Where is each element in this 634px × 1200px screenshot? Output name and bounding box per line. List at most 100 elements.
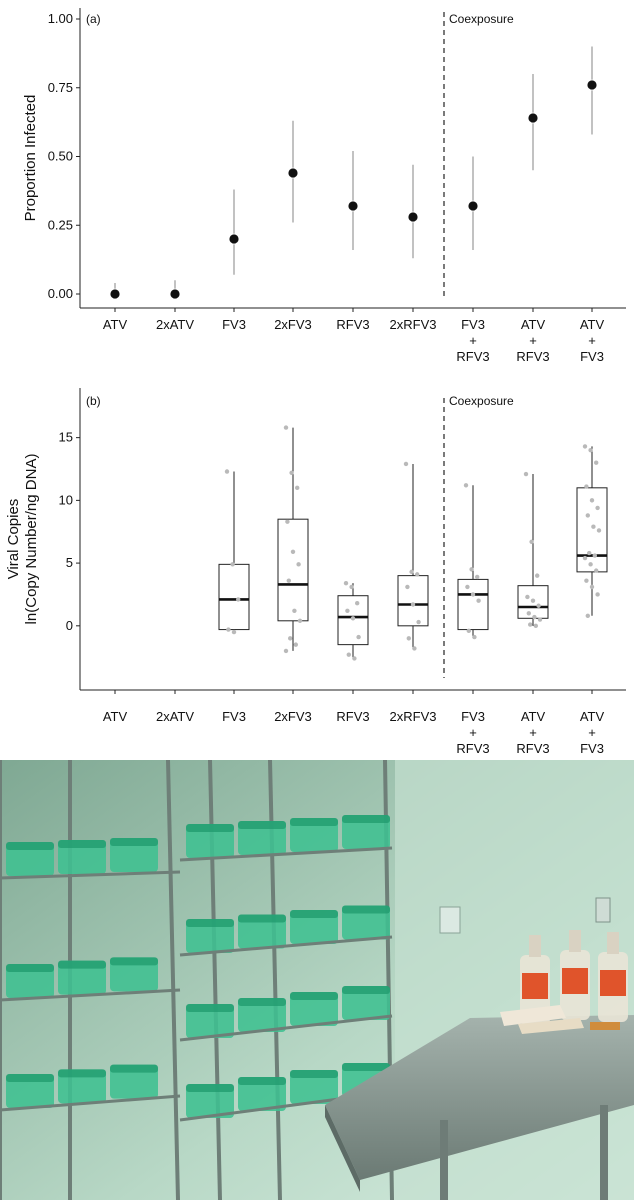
panel-b-x-tick-label: + bbox=[588, 725, 596, 740]
panel-a-estimate-point bbox=[407, 211, 419, 223]
panel-a-estimate-point bbox=[467, 200, 479, 212]
photo-container bbox=[6, 964, 54, 998]
photo-container-lid bbox=[290, 992, 338, 1000]
photo-container bbox=[238, 1077, 286, 1111]
panel-a-y-tick-label: 0.75 bbox=[48, 80, 73, 95]
panel-b-data-point bbox=[355, 601, 360, 606]
photo-steel-table bbox=[325, 1015, 634, 1200]
panel-b-data-point bbox=[293, 642, 298, 647]
panel-b-data-point bbox=[415, 572, 420, 577]
photo-papers bbox=[500, 1005, 620, 1034]
panel-b-x-tick-label: RFV3 bbox=[336, 709, 369, 724]
panel-b-label: (b) bbox=[86, 394, 101, 408]
panel-b-x-tick-label: + bbox=[529, 725, 537, 740]
panel-b-x-tick-label: 2xATV bbox=[156, 709, 194, 724]
panel-b-box bbox=[576, 487, 608, 573]
panel-b-data-point bbox=[297, 618, 303, 623]
panel-b-data-point bbox=[587, 550, 592, 556]
photo-container-lid bbox=[6, 842, 54, 850]
photo-container bbox=[342, 815, 390, 849]
photo-bottle-nozzle bbox=[569, 930, 581, 952]
panel-a-x-tick-label: FV3 bbox=[222, 317, 246, 332]
panel-b-data-point bbox=[582, 555, 588, 561]
panel-b-data-point bbox=[345, 608, 350, 613]
panel-b-data-point bbox=[343, 580, 349, 586]
panel-b-data-point bbox=[530, 598, 536, 603]
photo-bottle-label bbox=[562, 968, 588, 994]
panel-b-data-point bbox=[525, 594, 530, 600]
photo-rack-shelf bbox=[179, 1014, 393, 1042]
photo-container-lid bbox=[342, 815, 390, 823]
panel-b-x-tick-label: RFV3 bbox=[516, 741, 549, 756]
panel-b-data-point bbox=[592, 553, 597, 558]
photo-container-lid bbox=[186, 824, 234, 832]
photo-container-lid bbox=[58, 840, 106, 848]
panel-a-y-tick-label: 0.50 bbox=[48, 149, 73, 164]
panel-b-data-point bbox=[352, 656, 357, 661]
panel-a-y-axis-title: Proportion Infected bbox=[22, 95, 39, 222]
photo-container-lid bbox=[186, 1004, 234, 1012]
photo-container bbox=[58, 1069, 106, 1104]
photo-container-lid bbox=[238, 998, 286, 1006]
panel-a-estimate-point bbox=[169, 288, 181, 300]
photo-container bbox=[110, 957, 158, 992]
panel-b-data-point bbox=[350, 616, 356, 621]
panel-b-data-point bbox=[585, 613, 590, 618]
panel-b-x-tick-label: FV3 bbox=[222, 709, 246, 724]
photo-container bbox=[110, 1064, 158, 1099]
panel-b-data-point bbox=[292, 608, 297, 613]
panel-b-x-tick-label: ATV bbox=[580, 709, 605, 724]
photo-spray-bottles bbox=[520, 930, 628, 1025]
panel-b-data-point bbox=[476, 598, 481, 603]
panel-b-data-point bbox=[356, 634, 361, 640]
panel-b-data-point bbox=[405, 584, 410, 590]
panel-a-estimate-point bbox=[228, 233, 240, 245]
photo-container-lid bbox=[58, 1069, 106, 1078]
panel-b-x-tick-label: 2xFV3 bbox=[274, 709, 312, 724]
panel-a-x-tick-label: 2xFV3 bbox=[274, 317, 312, 332]
panel-b-data-point bbox=[594, 460, 599, 465]
panel-b-x-tick-label: FV3 bbox=[580, 741, 604, 756]
photo-rack-shelf bbox=[179, 935, 393, 957]
panel-b-y-axis-title-line1: Viral Copies bbox=[5, 499, 22, 580]
panel-a-coexposure-label: Coexposure bbox=[449, 12, 514, 26]
panel-b-data-point bbox=[475, 574, 480, 580]
photo-illustration bbox=[0, 760, 634, 1200]
panel-b-box bbox=[277, 518, 309, 622]
panel-b-data-point bbox=[596, 528, 602, 533]
panel-b-data-point bbox=[470, 592, 476, 597]
panel-a-x-tick-label: RFV3 bbox=[456, 349, 489, 364]
photo-bottle-nozzle bbox=[607, 932, 619, 954]
panel-b-box bbox=[218, 563, 250, 631]
panel-a-estimate-point bbox=[287, 167, 299, 179]
panel-b-y-tick-label: 15 bbox=[59, 430, 73, 445]
panel-b-data-point bbox=[224, 469, 230, 474]
panel-a-x-tick-label: FV3 bbox=[461, 317, 485, 332]
photo-container bbox=[58, 960, 106, 995]
photo-container bbox=[6, 842, 54, 876]
photo-lab-rack-room bbox=[0, 760, 634, 1200]
panel-b-data-point bbox=[535, 573, 540, 578]
photo-switch-plate bbox=[595, 897, 611, 923]
panel-a-estimate-point bbox=[347, 200, 359, 212]
photo-container-lid bbox=[6, 964, 54, 972]
photo-container bbox=[186, 824, 234, 858]
photo-container-lid bbox=[58, 960, 106, 969]
photo-container bbox=[6, 1074, 54, 1108]
photo-rack-shelf bbox=[0, 1094, 181, 1112]
panel-b-x-tick-label: 2xRFV3 bbox=[390, 709, 437, 724]
panel-a-x-tick-label: RFV3 bbox=[336, 317, 369, 332]
panel-b-data-point bbox=[285, 519, 290, 524]
photo-container-lid bbox=[110, 1064, 158, 1073]
panel-a-y-tick-label: 0.00 bbox=[48, 286, 73, 301]
panel-a-x-tick-label: 2xATV bbox=[156, 317, 194, 332]
panel-b-data-point bbox=[465, 584, 470, 590]
panel-a-y-tick-label: 0.25 bbox=[48, 217, 73, 232]
panel-b-y-tick-label: 5 bbox=[66, 555, 73, 570]
photo-container bbox=[290, 992, 338, 1026]
panel-b-data-point bbox=[416, 619, 421, 625]
panel-b-data-point bbox=[231, 629, 237, 635]
photo-container bbox=[290, 910, 338, 944]
photo-container-lid bbox=[186, 1084, 234, 1092]
panel-b-y-tick-label: 0 bbox=[66, 618, 73, 633]
